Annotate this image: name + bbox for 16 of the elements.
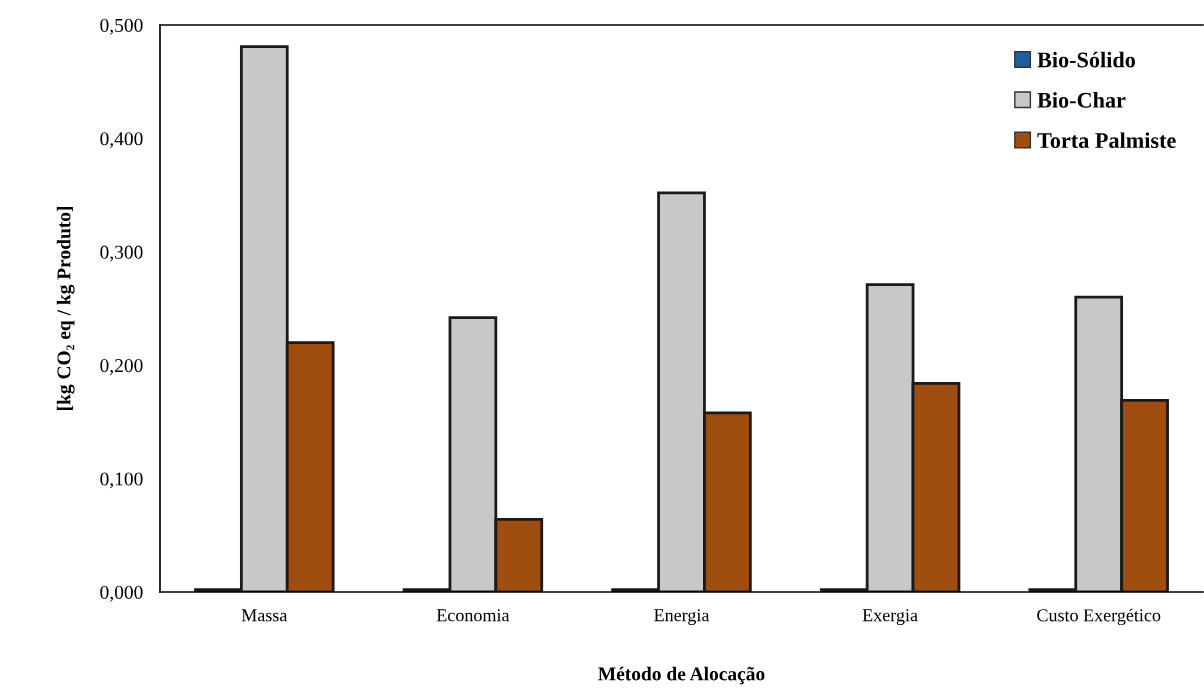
x-tick-label: Energia (654, 609, 710, 626)
y-tick-label: 0,400 (100, 132, 143, 149)
y-tick-label: 0,200 (100, 359, 143, 375)
y-tick-label: 0,000 (100, 585, 143, 602)
x-tick-label: Exergia (862, 609, 918, 626)
x-tick-label: Economia (436, 609, 510, 622)
legend-label: Bio-Sólido (1037, 51, 1135, 68)
y-tick-label: 0,500 (100, 18, 143, 35)
x-tick-label: Custo Exergético (1037, 608, 1161, 626)
x-tick-label: Massa (241, 609, 288, 622)
y-tick-label: 0,300 (100, 245, 143, 262)
x-axis-title: Método de Alocação (598, 666, 765, 685)
y-tick-label: 0,100 (100, 472, 143, 489)
legend-label: Torta Palmiste (1037, 132, 1176, 149)
legend-label: Bio-Char (1037, 92, 1126, 108)
y-axis-title: [kg CO₂ eq / kg Produto] (56, 207, 75, 410)
